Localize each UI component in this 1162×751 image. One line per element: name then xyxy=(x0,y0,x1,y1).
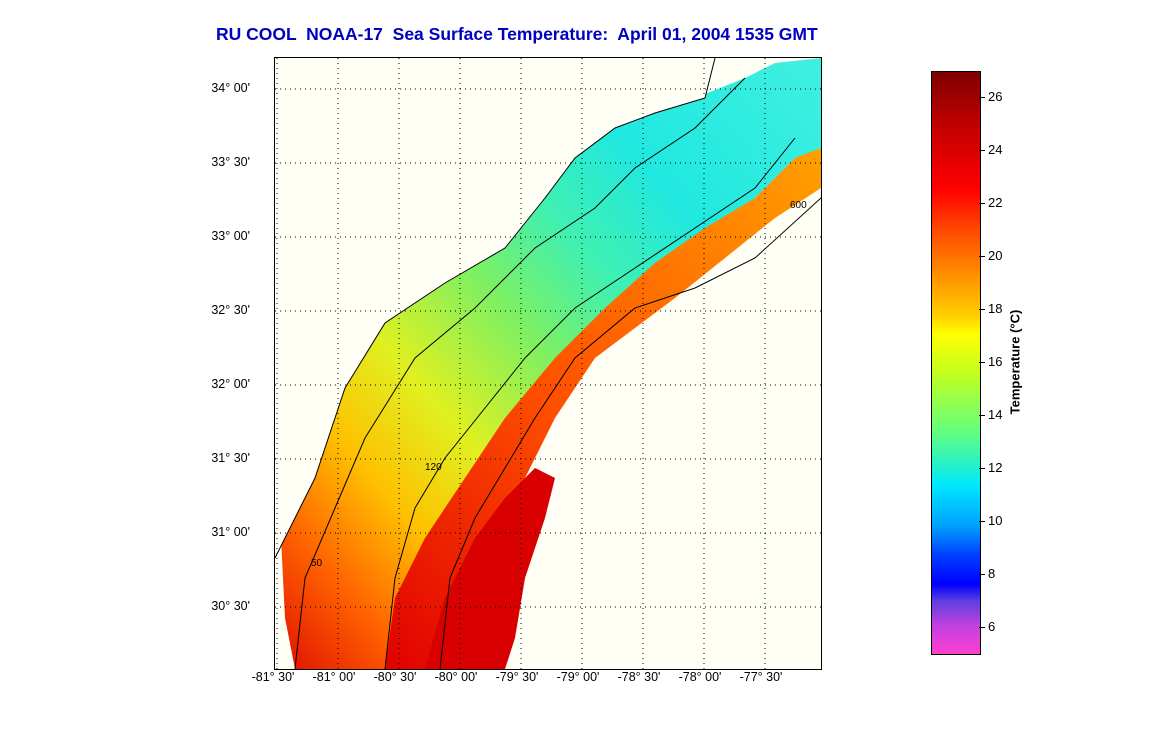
colorbar-tick xyxy=(979,150,985,151)
coastline xyxy=(275,58,716,559)
lat-label: 32° 30' xyxy=(211,303,250,317)
colorbar-title: Temperature (°C) xyxy=(1007,309,1023,415)
colorbar-tick xyxy=(979,309,985,310)
colorbar-tick xyxy=(979,256,985,257)
lat-label: 31° 30' xyxy=(211,451,250,465)
colorbar-tick xyxy=(979,468,985,469)
lat-label: 30° 30' xyxy=(211,599,250,613)
colorbar-tick-label: 6 xyxy=(988,619,996,634)
lat-label: 33° 00' xyxy=(211,229,250,243)
isobath-600 xyxy=(439,197,821,669)
isobath-label-120: 120 xyxy=(425,462,442,473)
lat-label: 34° 00' xyxy=(211,81,250,95)
lon-label: -78° 00' xyxy=(678,670,722,684)
land xyxy=(275,58,715,558)
lat-label: 33° 30' xyxy=(211,155,250,169)
colorbar-tick-label: 8 xyxy=(988,566,996,581)
isobath-label-50: 50 xyxy=(311,558,323,569)
lon-label: -81° 30' xyxy=(251,670,295,684)
colorbar-tick-label: 16 xyxy=(988,354,1003,369)
lon-label: -80° 30' xyxy=(373,670,417,684)
temperature-colorbar xyxy=(931,71,981,655)
map-title: RU COOL NOAA-17 Sea Surface Temperature:… xyxy=(216,24,818,44)
colorbar-tick-label: 18 xyxy=(988,301,1003,316)
colorbar-tick xyxy=(979,97,985,98)
colorbar-tick-label: 24 xyxy=(988,142,1003,157)
colorbar-tick xyxy=(979,521,985,522)
warm-core xyxy=(425,468,555,669)
colorbar-tick-label: 22 xyxy=(988,195,1003,210)
sst-map: 50 120 600 xyxy=(274,57,822,670)
colorbar-tick-label: 26 xyxy=(988,89,1003,104)
lon-label: -81° 00' xyxy=(312,670,356,684)
colorbar-tick-label: 14 xyxy=(988,407,1003,422)
lon-label: -77° 30' xyxy=(739,670,783,684)
lat-label: 32° 00' xyxy=(211,377,250,391)
lat-label: 31° 00' xyxy=(211,525,250,539)
isobath-label-600: 600 xyxy=(790,200,807,211)
colorbar-tick xyxy=(979,627,985,628)
isobath-120 xyxy=(384,137,796,669)
lon-label: -78° 30' xyxy=(617,670,661,684)
colorbar-tick xyxy=(979,203,985,204)
colorbar-tick-label: 12 xyxy=(988,460,1003,475)
colorbar-tick xyxy=(979,415,985,416)
lon-label: -79° 00' xyxy=(556,670,600,684)
colorbar-tick xyxy=(979,574,985,575)
isobath-50 xyxy=(294,77,746,669)
lon-label: -80° 00' xyxy=(434,670,478,684)
colorbar-tick-label: 20 xyxy=(988,248,1003,263)
colorbar-tick xyxy=(979,362,985,363)
colorbar-tick-label: 10 xyxy=(988,513,1003,528)
lon-label: -79° 30' xyxy=(495,670,539,684)
